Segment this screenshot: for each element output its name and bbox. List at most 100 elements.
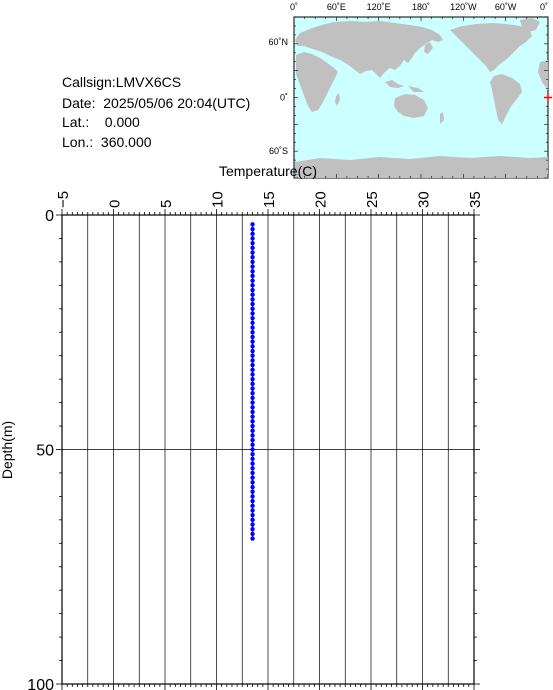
y-tick-label: 0 — [45, 208, 54, 225]
data-point — [250, 358, 255, 363]
map-latitude-labels: 60˚N 0˚ 60˚S — [268, 37, 288, 156]
x-tick-label: 10 — [210, 191, 227, 208]
x-tick-label: 35 — [467, 191, 484, 208]
west-africa-edge-landmass — [538, 60, 548, 90]
x-tick-label: 15 — [261, 191, 278, 208]
data-point — [250, 362, 255, 368]
x-tick-label: −5 — [55, 191, 72, 208]
map-longitude-label: 180˚ — [412, 2, 430, 12]
data-point — [250, 447, 255, 452]
data-point — [250, 320, 255, 326]
data-point — [250, 498, 255, 504]
data-point — [250, 334, 255, 340]
data-point — [250, 287, 255, 293]
greenland-landmass — [520, 18, 540, 32]
y-tick-label: 100 — [27, 677, 54, 690]
data-point — [250, 306, 255, 311]
lon-label: Lon.: 360.000 — [62, 134, 152, 150]
south-america-landmass — [490, 74, 522, 124]
x-tick-label: 20 — [313, 191, 330, 208]
data-point — [250, 344, 255, 349]
data-point — [250, 522, 255, 527]
lat-label: Lat.: 0.000 — [62, 114, 140, 130]
data-point — [250, 423, 255, 429]
map-longitude-labels: 0˚ 60˚E 120˚E 180˚ 120˚W 60˚W 0˚ — [290, 2, 548, 12]
data-point — [250, 508, 255, 513]
data-point — [250, 259, 255, 265]
data-point — [250, 255, 255, 260]
data-point — [250, 264, 255, 269]
map-longitude-label: 120˚E — [367, 2, 391, 12]
data-point — [250, 315, 255, 321]
chart-grid — [61, 214, 475, 685]
data-point — [250, 475, 255, 480]
data-point — [250, 301, 255, 307]
data-point — [250, 531, 255, 537]
data-point — [250, 292, 255, 297]
data-point — [250, 278, 255, 283]
x-axis-tick-labels: −5 0 5 10 15 20 25 30 35 — [55, 191, 484, 208]
data-point — [250, 325, 255, 330]
data-point — [250, 400, 255, 405]
data-point — [250, 512, 255, 518]
data-point — [250, 269, 255, 274]
map-longitude-label: 0˚ — [290, 2, 298, 12]
y-axis-title: Depth(m) — [0, 421, 15, 479]
x-tick-label: 25 — [364, 191, 381, 208]
x-tick-label: 5 — [158, 200, 175, 208]
data-point — [250, 480, 255, 485]
data-point — [250, 273, 255, 279]
data-point — [250, 376, 255, 382]
data-point — [250, 405, 255, 410]
data-point — [250, 414, 255, 419]
antarctica-landmass — [295, 156, 548, 178]
map-longitude-label: 60˚E — [327, 2, 346, 12]
data-point — [250, 527, 255, 532]
data-point — [250, 339, 255, 344]
data-point — [250, 536, 255, 541]
data-point — [250, 245, 255, 251]
y-axis-tick-labels: 0 50 100 — [27, 208, 54, 690]
data-point — [250, 466, 255, 471]
world-map: 0˚ 60˚E 120˚E 180˚ 120˚W 60˚W 0˚ 60˚N 0˚ 60˚S — [268, 2, 552, 179]
data-point — [250, 372, 255, 377]
data-point — [250, 517, 255, 523]
map-tick-marks — [293, 16, 549, 179]
data-point — [250, 494, 255, 499]
data-point — [250, 461, 255, 466]
data-point — [250, 226, 255, 232]
data-point — [250, 489, 255, 494]
newzealand-landmass — [440, 112, 444, 124]
x-tick-label: 30 — [416, 191, 433, 208]
data-point — [250, 236, 255, 241]
australia-landmass — [394, 94, 428, 118]
map-latitude-label: 60˚N — [268, 37, 288, 47]
data-point — [250, 419, 255, 424]
data-point — [250, 451, 255, 457]
madagascar-landmass — [335, 93, 340, 106]
japan-landmass — [424, 42, 433, 54]
chart-minor-ticks — [56, 209, 480, 690]
eurasia-landmass — [295, 21, 443, 78]
map-longitude-label: 0˚ — [540, 2, 548, 12]
map-longitude-label: 120˚W — [450, 2, 477, 12]
sea-islands-landmass — [385, 80, 404, 88]
data-point — [250, 395, 255, 401]
position-marker — [544, 93, 552, 102]
data-point — [250, 409, 255, 415]
data-point — [250, 484, 255, 490]
north-america-landmass — [450, 23, 532, 72]
data-point — [250, 348, 255, 354]
data-point — [250, 470, 255, 476]
data-point — [250, 311, 255, 316]
data-point — [250, 367, 255, 372]
data-point — [250, 330, 255, 335]
data-point — [250, 442, 255, 448]
map-longitude-label: 60˚W — [495, 2, 517, 12]
y-tick-label: 50 — [36, 443, 54, 460]
map-latitude-label: 0˚ — [280, 93, 288, 103]
x-tick-label: 0 — [107, 200, 124, 208]
data-point — [250, 391, 255, 396]
data-series — [250, 222, 255, 541]
